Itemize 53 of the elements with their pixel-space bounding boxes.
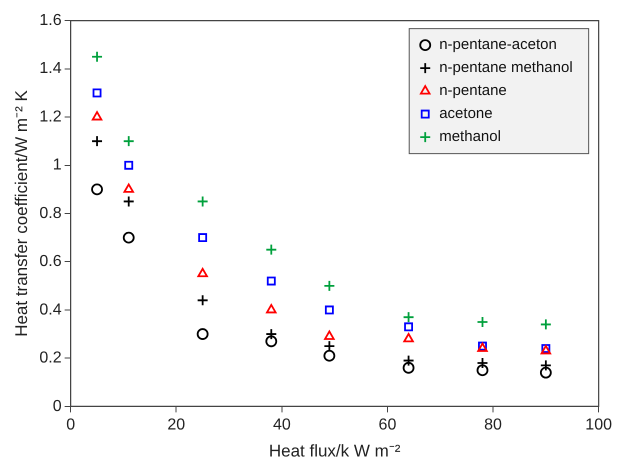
point <box>403 332 414 342</box>
point <box>91 50 103 63</box>
y-tick-label: 0.6 <box>39 253 62 270</box>
y-tick-label: 1 <box>52 156 62 174</box>
point <box>402 311 414 324</box>
point <box>122 232 135 244</box>
y-tick-label: 0.4 <box>39 301 62 318</box>
x-axis-title: Heat flux/k W m⁻² <box>268 441 401 460</box>
point <box>91 183 103 196</box>
x-tick-label: 0 <box>66 416 76 434</box>
y-tick-label: 0 <box>52 398 62 415</box>
point <box>324 330 335 340</box>
x-tick-label: 20 <box>167 416 186 434</box>
x-tick-label: 40 <box>272 416 291 434</box>
point <box>324 306 334 314</box>
legend-label: n-pentane <box>439 82 507 100</box>
point <box>92 111 102 120</box>
point <box>402 362 414 374</box>
point <box>91 135 103 148</box>
legend-label: methanol <box>439 128 501 146</box>
point <box>198 233 208 242</box>
y-tick-label: 0.8 <box>39 204 62 222</box>
legend-label: acetone <box>439 105 493 122</box>
y-tick-label: 0.2 <box>39 350 62 367</box>
point <box>123 183 134 193</box>
point <box>122 135 135 148</box>
point <box>197 268 208 278</box>
point <box>122 196 135 208</box>
point <box>323 280 336 292</box>
point <box>265 244 278 256</box>
x-tick-label: 60 <box>378 416 396 434</box>
legend-label: n-pentane methanol <box>439 59 573 76</box>
point <box>196 328 209 340</box>
y-tick-label: 1.2 <box>39 108 62 126</box>
x-tick-label: 80 <box>484 416 502 434</box>
y-axis-title: Heat transfer coefficient/W m⁻² K <box>12 90 31 337</box>
point <box>476 316 488 328</box>
point <box>404 322 414 332</box>
y-tick-label: 1.6 <box>39 12 62 30</box>
legend-label: n-pentane-aceton <box>439 36 557 54</box>
point <box>540 318 552 330</box>
point <box>196 294 209 306</box>
point <box>540 366 552 379</box>
y-tick-label: 1.4 <box>39 60 62 78</box>
point <box>266 304 277 314</box>
point <box>323 350 336 362</box>
point <box>476 364 488 376</box>
point <box>196 196 209 208</box>
point <box>92 88 102 98</box>
point <box>266 276 276 286</box>
point <box>265 335 278 348</box>
point <box>124 160 134 170</box>
x-tick-label: 100 <box>585 416 612 434</box>
